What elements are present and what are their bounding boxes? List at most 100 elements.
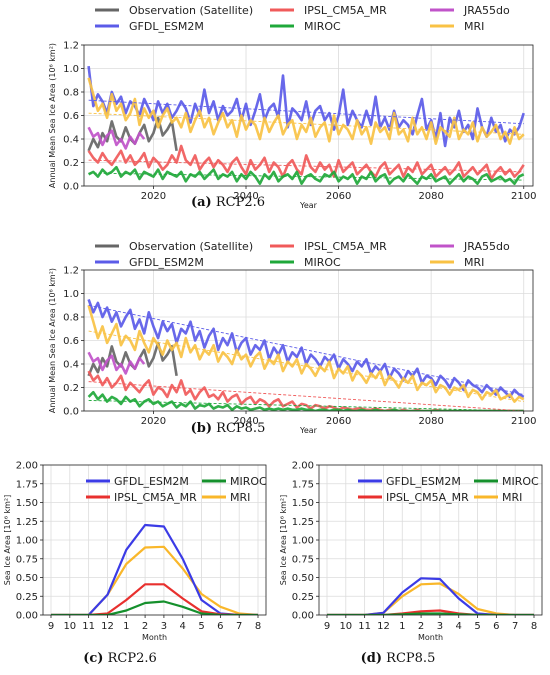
plot-area — [87, 298, 525, 411]
caption-text: RCP8.5 — [382, 651, 435, 666]
trend-line — [88, 159, 524, 173]
x-tick-label: 2040 — [233, 191, 258, 202]
legend-label: GFDL_ESM2M — [114, 475, 189, 488]
legend-label: GFDL_ESM2M — [129, 256, 204, 269]
caption-letter: (c) — [83, 651, 103, 666]
x-tick-label: 11 — [82, 621, 95, 632]
y-tick-label: 0.2 — [63, 158, 79, 169]
y-tick-label: 1.50 — [16, 498, 38, 509]
caption-letter: (a) — [191, 195, 212, 210]
series-line-miroc — [88, 165, 525, 185]
x-tick-label: 2100 — [511, 191, 536, 202]
x-axis-label: Month — [418, 633, 443, 642]
y-tick-label: 0.25 — [292, 592, 314, 603]
legend-label: Observation (Satellite) — [129, 4, 253, 17]
x-tick-label: 9 — [324, 621, 330, 632]
y-tick-label: 0.2 — [63, 383, 79, 394]
x-tick-label: 2 — [418, 621, 424, 632]
x-tick-label: 2040 — [233, 416, 258, 427]
x-tick-label: 2020 — [141, 416, 166, 427]
y-axis-label: Annual Mean Sea Ice Area (10⁶ km²) — [48, 43, 57, 188]
y-tick-label: 0.50 — [292, 573, 314, 584]
y-tick-label: 2.00 — [16, 461, 38, 472]
y-tick-label: 0.25 — [16, 592, 38, 603]
x-tick-label: 2 — [142, 621, 148, 632]
chart-a: 0.0 0.2 0.4 0.6 0.8 1.0 1.2 2020 2040 2060 2080 210… — [48, 4, 536, 210]
series-line-jra55do — [87, 126, 146, 150]
y-tick-label: 1.0 — [63, 64, 79, 75]
legend-label: MIROC — [230, 475, 267, 488]
y-tick-label: 1.50 — [292, 498, 314, 509]
y-tick-label: 1.75 — [292, 479, 314, 490]
caption: (a) RCP2.6 — [191, 195, 265, 210]
y-tick-label: 0.8 — [63, 313, 79, 324]
caption-letter: (d) — [361, 651, 382, 666]
legend-label: MIROC — [502, 475, 539, 488]
x-tick-label: 3 — [437, 621, 443, 632]
y-tick-label: 0.0 — [63, 182, 79, 193]
y-tick-label: 0.4 — [63, 135, 79, 146]
chart-c: 0.00 0.25 0.50 0.75 1.00 1.25 1.50 1.75 2.00 9 10 1… — [3, 461, 267, 667]
legend-label: MIROC — [304, 256, 341, 269]
x-tick-label: 1 — [123, 621, 129, 632]
legend-label: Observation (Satellite) — [129, 240, 253, 253]
x-tick-label: 8 — [255, 621, 261, 632]
plot-area — [51, 523, 259, 615]
y-axis-label: Annual Mean Sea Ice Area (10⁶ km²) — [48, 268, 57, 413]
caption-text: RCP2.6 — [212, 195, 265, 210]
y-tick-label: 0.75 — [292, 554, 314, 565]
legend-label: IPSL_CM5A_MR — [114, 491, 197, 504]
plot-area — [327, 577, 534, 615]
caption-text: RCP2.6 — [103, 651, 156, 666]
series-line-ipsl-cm5a-mr — [87, 144, 525, 181]
caption: (d) RCP8.5 — [361, 651, 436, 666]
trend-line — [88, 99, 524, 125]
legend-label: IPSL_CM5A_MR — [304, 240, 387, 253]
trend-line — [88, 172, 524, 181]
series-line-miroc — [51, 600, 258, 615]
legend-label: GFDL_ESM2M — [386, 475, 461, 488]
y-tick-label: 0.4 — [63, 360, 79, 371]
legend-label: MRI — [230, 491, 250, 504]
x-tick-label: 7 — [236, 621, 242, 632]
trend-line — [88, 330, 524, 403]
legend: GFDL_ESM2M MIROC IPSL_CM5A_MR MRI — [86, 475, 267, 504]
caption: (c) RCP2.6 — [83, 651, 157, 666]
caption-text: RCP8.5 — [212, 421, 265, 436]
legend-label: IPSL_CM5A_MR — [386, 491, 469, 504]
x-tick-label: 4 — [456, 621, 462, 632]
x-tick-label: 12 — [101, 621, 114, 632]
x-tick-label: 5 — [474, 621, 480, 632]
series-line-gfdl-esm2m — [327, 577, 534, 615]
x-tick-label: 10 — [63, 621, 76, 632]
trend-line — [88, 399, 524, 411]
legend: GFDL_ESM2M MIROC IPSL_CM5A_MR MRI — [358, 475, 539, 504]
x-tick-label: 8 — [531, 621, 537, 632]
x-tick-label: 12 — [377, 621, 390, 632]
x-tick-label: 4 — [180, 621, 186, 632]
y-tick-label: 1.2 — [63, 266, 79, 277]
x-tick-label: 2080 — [418, 191, 443, 202]
series-line-mri — [87, 77, 525, 145]
chart-d: 0.00 0.25 0.50 0.75 1.00 1.25 1.50 1.75 2.00 9 10 1… — [279, 461, 543, 666]
y-axis-label: Sea Ice Area [10⁶ km²] — [3, 495, 12, 585]
x-tick-label: 10 — [339, 621, 352, 632]
x-tick-label: 2080 — [418, 416, 443, 427]
y-tick-label: 1.75 — [16, 479, 38, 490]
series-line-gfdl-esm2m — [87, 298, 525, 399]
legend: Observation (Satellite) IPSL_CM5A_MR JRA55… — [95, 240, 510, 269]
y-tick-label: 2.00 — [292, 461, 314, 472]
y-tick-label: 1.0 — [63, 289, 79, 300]
x-tick-label: 6 — [217, 621, 223, 632]
legend-label: IPSL_CM5A_MR — [304, 4, 387, 17]
x-tick-label: 9 — [48, 621, 54, 632]
y-tick-label: 0.00 — [16, 611, 38, 622]
x-axis-label: Year — [299, 201, 318, 210]
series-line-mri — [87, 304, 525, 403]
x-tick-label: 7 — [512, 621, 518, 632]
legend-label: MRI — [464, 256, 484, 269]
chart-b: 0.0 0.2 0.4 0.6 0.8 1.0 1.2 2020 2040 2060 2080 210… — [48, 240, 536, 436]
legend-label: GFDL_ESM2M — [129, 20, 204, 33]
trend-line — [88, 112, 524, 135]
legend-label: JRA55do — [463, 240, 510, 253]
